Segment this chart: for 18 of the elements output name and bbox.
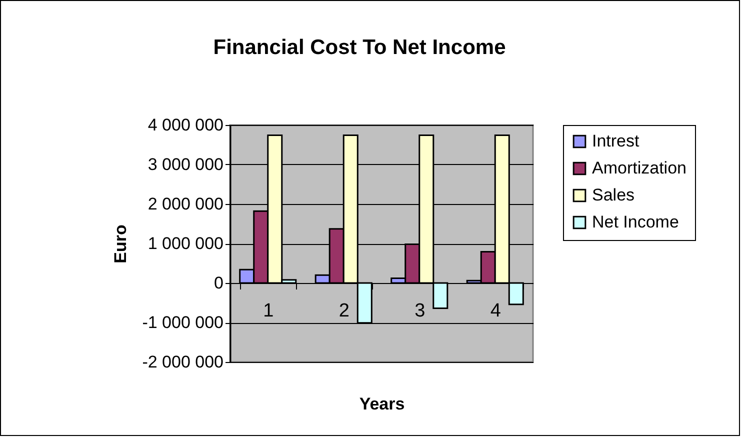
x-axis-title: Years xyxy=(359,394,405,414)
y-tick-label: 4 000 000 xyxy=(148,116,224,134)
legend-label: Intrest xyxy=(592,132,640,150)
y-tick-label: 3 000 000 xyxy=(148,155,224,174)
legend-label: Net Income xyxy=(592,212,679,232)
x-tick-label: 3 xyxy=(414,300,426,322)
y-tick-label: 0 xyxy=(214,274,224,292)
y-tick-label: -1 000 000 xyxy=(142,313,224,332)
x-tick-label: 1 xyxy=(263,300,274,322)
x-tick-label: 4 xyxy=(490,300,502,322)
y-tick-label: 2 000 000 xyxy=(148,194,224,214)
y-tick-label: 1 000 000 xyxy=(148,234,224,253)
chart-title: Financial Cost To Net Income xyxy=(213,36,506,59)
y-axis-title: Euro xyxy=(111,224,130,264)
legend-label: Amortization xyxy=(592,158,686,178)
x-tick-label: 2 xyxy=(338,300,350,322)
y-tick-label: -2 000 000 xyxy=(142,352,224,372)
legend-label: Sales xyxy=(592,186,635,204)
